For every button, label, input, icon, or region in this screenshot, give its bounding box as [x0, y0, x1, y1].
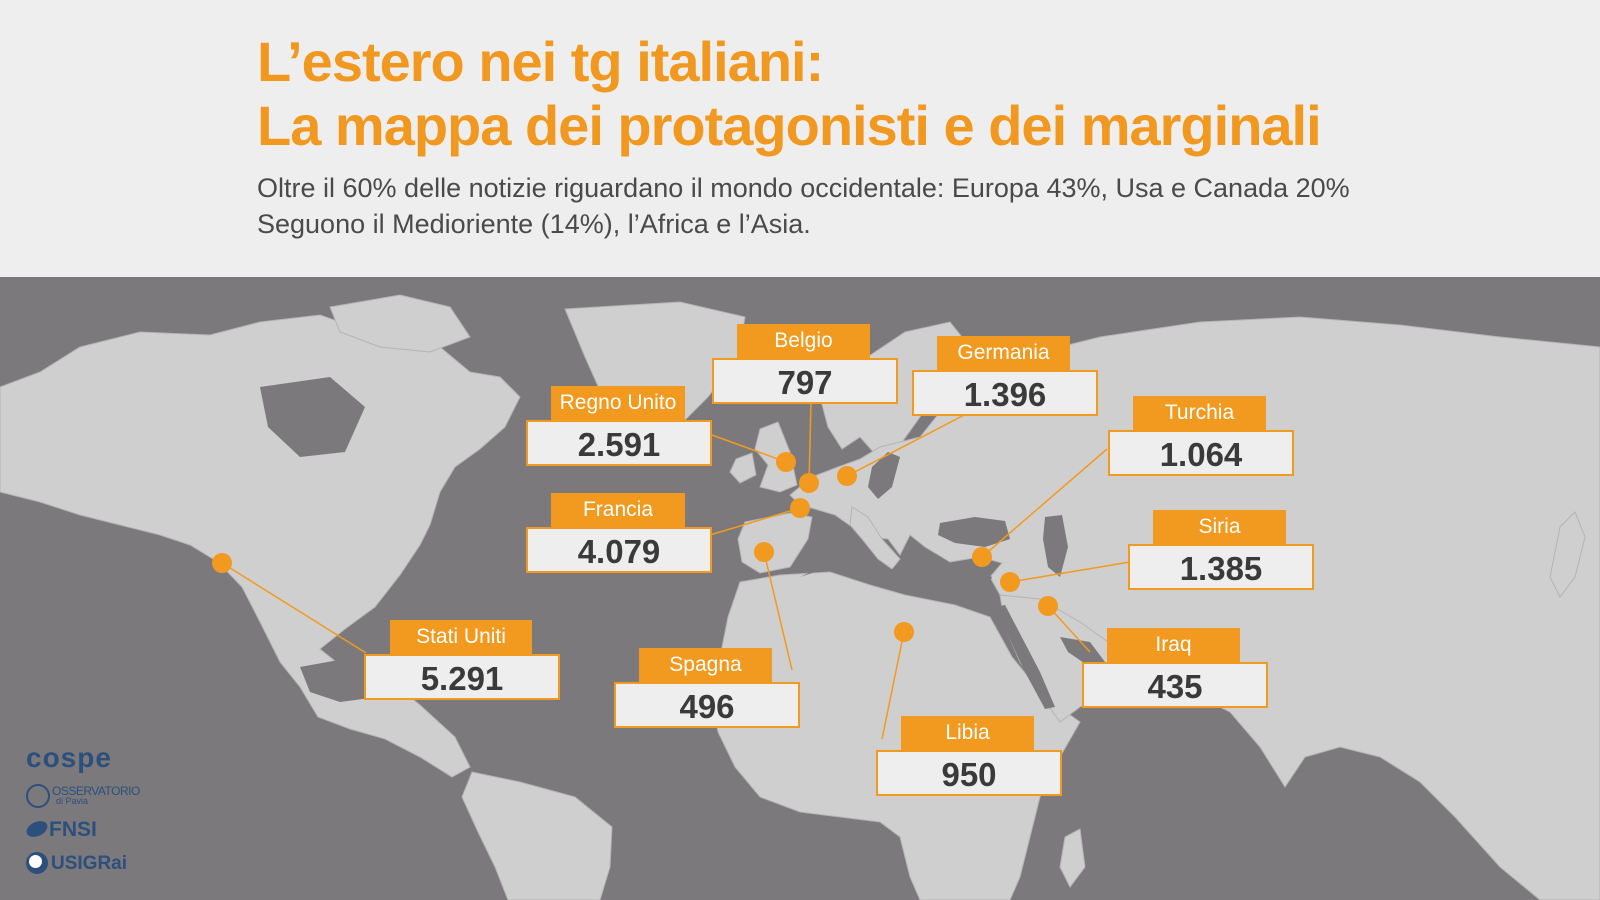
- land-japan: [1549, 511, 1586, 598]
- leader-germania: [846, 411, 971, 477]
- leader-libia: [881, 631, 905, 740]
- dot-libia: [894, 622, 914, 642]
- subtitle-line-1: Oltre il 60% delle notizie riguardano il…: [257, 173, 1350, 203]
- callout-regno-unito: Regno Unito 2.591: [526, 386, 712, 471]
- title-line-1: L’estero nei tg italiani:: [257, 30, 824, 93]
- leader-iraq: [1047, 605, 1091, 653]
- osservatorio-ring-icon: [26, 784, 50, 808]
- world-map-graphic: [0, 294, 1600, 900]
- page-subtitle: Oltre il 60% delle notizie riguardano il…: [257, 170, 1350, 242]
- fnsi-swoosh-icon: [24, 818, 50, 840]
- leader-francia: [709, 507, 801, 536]
- country-label: Siria: [1153, 510, 1286, 544]
- leader-belgio: [808, 401, 812, 484]
- usigrai-logo: USIGRai: [26, 852, 127, 875]
- dot-turchia: [972, 547, 992, 567]
- leader-stati-uniti: [221, 562, 367, 654]
- country-value: 435: [1082, 662, 1268, 708]
- country-label: Turchia: [1133, 396, 1266, 430]
- country-value: 1.064: [1108, 430, 1294, 476]
- callout-francia: Francia 4.079: [526, 493, 712, 573]
- country-value: 1.396: [912, 370, 1098, 416]
- sea-hudson-bay: [260, 377, 365, 457]
- page-title: L’estero nei tg italiani: La mappa dei p…: [257, 30, 1322, 158]
- dot-spagna: [754, 542, 774, 562]
- callout-belgio: Belgio 797: [712, 324, 898, 410]
- fnsi-logo: FNSI: [24, 818, 97, 842]
- country-value: 496: [614, 682, 800, 728]
- country-label: Stati Uniti: [390, 620, 532, 654]
- leader-spagna: [763, 551, 793, 671]
- land-africa: [711, 571, 1081, 900]
- country-label: Francia: [551, 493, 685, 527]
- header: L’estero nei tg italiani: La mappa dei p…: [0, 0, 1600, 277]
- land-north-america: [0, 314, 521, 778]
- dot-francia: [790, 498, 810, 518]
- land-iberia: [737, 512, 813, 574]
- callout-siria: Siria 1.385: [1128, 510, 1314, 596]
- leader-regno-unito: [711, 434, 787, 463]
- subtitle-line-2: Seguono il Medioriente (14%), l’Africa e…: [257, 209, 811, 239]
- sea-black: [938, 517, 1010, 547]
- country-label: Regno Unito: [551, 386, 685, 420]
- callout-stati-uniti: Stati Uniti 5.291: [364, 620, 560, 700]
- sea-red: [995, 605, 1055, 709]
- country-value: 2.591: [526, 420, 712, 466]
- dot-regno-unito: [776, 452, 796, 472]
- land-great-britain: [754, 421, 798, 493]
- country-label: Belgio: [737, 324, 870, 358]
- country-value: 5.291: [364, 654, 560, 700]
- sea-persian-gulf: [1060, 637, 1105, 667]
- dot-germania: [837, 466, 857, 486]
- usigrai-logo-text: USIGRai: [51, 853, 128, 874]
- fnsi-logo-text: FNSI: [49, 818, 97, 841]
- title-line-2: La mappa dei protagonisti e dei marginal…: [257, 94, 1322, 157]
- leader-turchia: [981, 448, 1108, 558]
- sea-mediterranean: [800, 561, 992, 595]
- dot-iraq: [1038, 596, 1058, 616]
- land-baffin: [329, 294, 471, 353]
- country-label: Libia: [901, 716, 1034, 750]
- usigrai-disc-icon: [26, 852, 48, 874]
- sea-caspian: [1043, 515, 1068, 577]
- callout-germania: Germania 1.396: [912, 336, 1098, 422]
- land-italy: [849, 506, 901, 570]
- leader-siria: [1009, 561, 1131, 583]
- land-madagascar: [1059, 828, 1086, 888]
- sea-baltic: [868, 452, 900, 499]
- country-label: Iraq: [1107, 628, 1240, 662]
- osservatorio-logo-line-2: di Pavia: [56, 796, 89, 806]
- osservatorio-logo-line-1: OSSERVATORIO: [52, 784, 140, 798]
- sea-gulf-of-mexico: [300, 657, 385, 702]
- country-value: 4.079: [526, 527, 712, 573]
- dot-belgio: [799, 473, 819, 493]
- callout-libia: Libia 950: [876, 716, 1062, 802]
- callout-iraq: Iraq 435: [1082, 628, 1268, 714]
- country-label: Spagna: [639, 648, 772, 682]
- callout-turchia: Turchia 1.064: [1108, 396, 1294, 482]
- dot-siria: [1000, 572, 1020, 592]
- land-eurasia: [789, 316, 1600, 900]
- dot-stati-uniti: [212, 553, 232, 573]
- country-value: 950: [876, 750, 1062, 796]
- land-ireland: [729, 452, 757, 484]
- country-label: Germania: [937, 336, 1070, 370]
- cospe-logo: cospe: [26, 742, 112, 773]
- callout-spagna: Spagna 496: [614, 648, 800, 734]
- country-value: 1.385: [1128, 544, 1314, 590]
- country-value: 797: [712, 358, 898, 404]
- partner-logos: cospe OSSERVATORIO di Pavia FNSI USIGRai: [24, 742, 166, 892]
- land-south-america: [461, 771, 613, 900]
